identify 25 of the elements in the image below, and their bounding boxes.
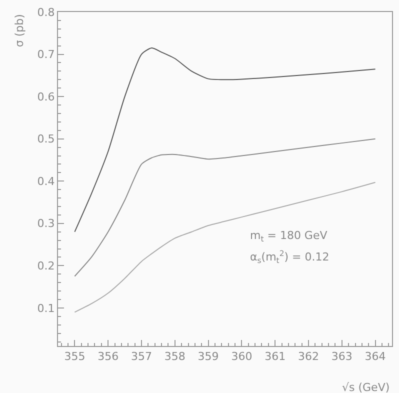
x-tick-label: 360: [231, 350, 252, 364]
y-tick-label: 0.6: [37, 90, 55, 104]
y-tick-label: 0.5: [37, 132, 55, 146]
annotation: m$_{t}$ = 180 GeV: [250, 229, 328, 244]
x-tick-label: 364: [364, 350, 386, 364]
line-series: [74, 138, 376, 277]
x-tick-label: 359: [198, 350, 219, 364]
x-tick-label: 355: [64, 350, 86, 364]
x-axis-title: √s (GeV): [342, 381, 390, 393]
x-tick-label: 361: [264, 350, 286, 364]
y-tick-label: 0.2: [37, 260, 55, 273]
y-axis-title: σ (pb): [13, 14, 26, 48]
x-tick-label: 362: [298, 350, 319, 364]
x-tick-label: 356: [98, 350, 119, 364]
x-tick-label: 357: [131, 350, 152, 364]
y-tick-label: 0.1: [37, 302, 55, 315]
y-tick-label: 0.7: [37, 48, 55, 62]
x-tick-label: 358: [164, 350, 186, 364]
line-series: [74, 182, 376, 313]
y-tick-label: 0.3: [37, 217, 55, 230]
annotation: α$_{s}$(m$_{t}$$^{2}$) = 0.12: [250, 249, 330, 265]
line-series: [74, 47, 376, 232]
x-tick-label: 363: [331, 350, 352, 364]
y-tick-label: 0.8: [37, 6, 55, 19]
y-tick-label: 0.4: [37, 174, 55, 188]
